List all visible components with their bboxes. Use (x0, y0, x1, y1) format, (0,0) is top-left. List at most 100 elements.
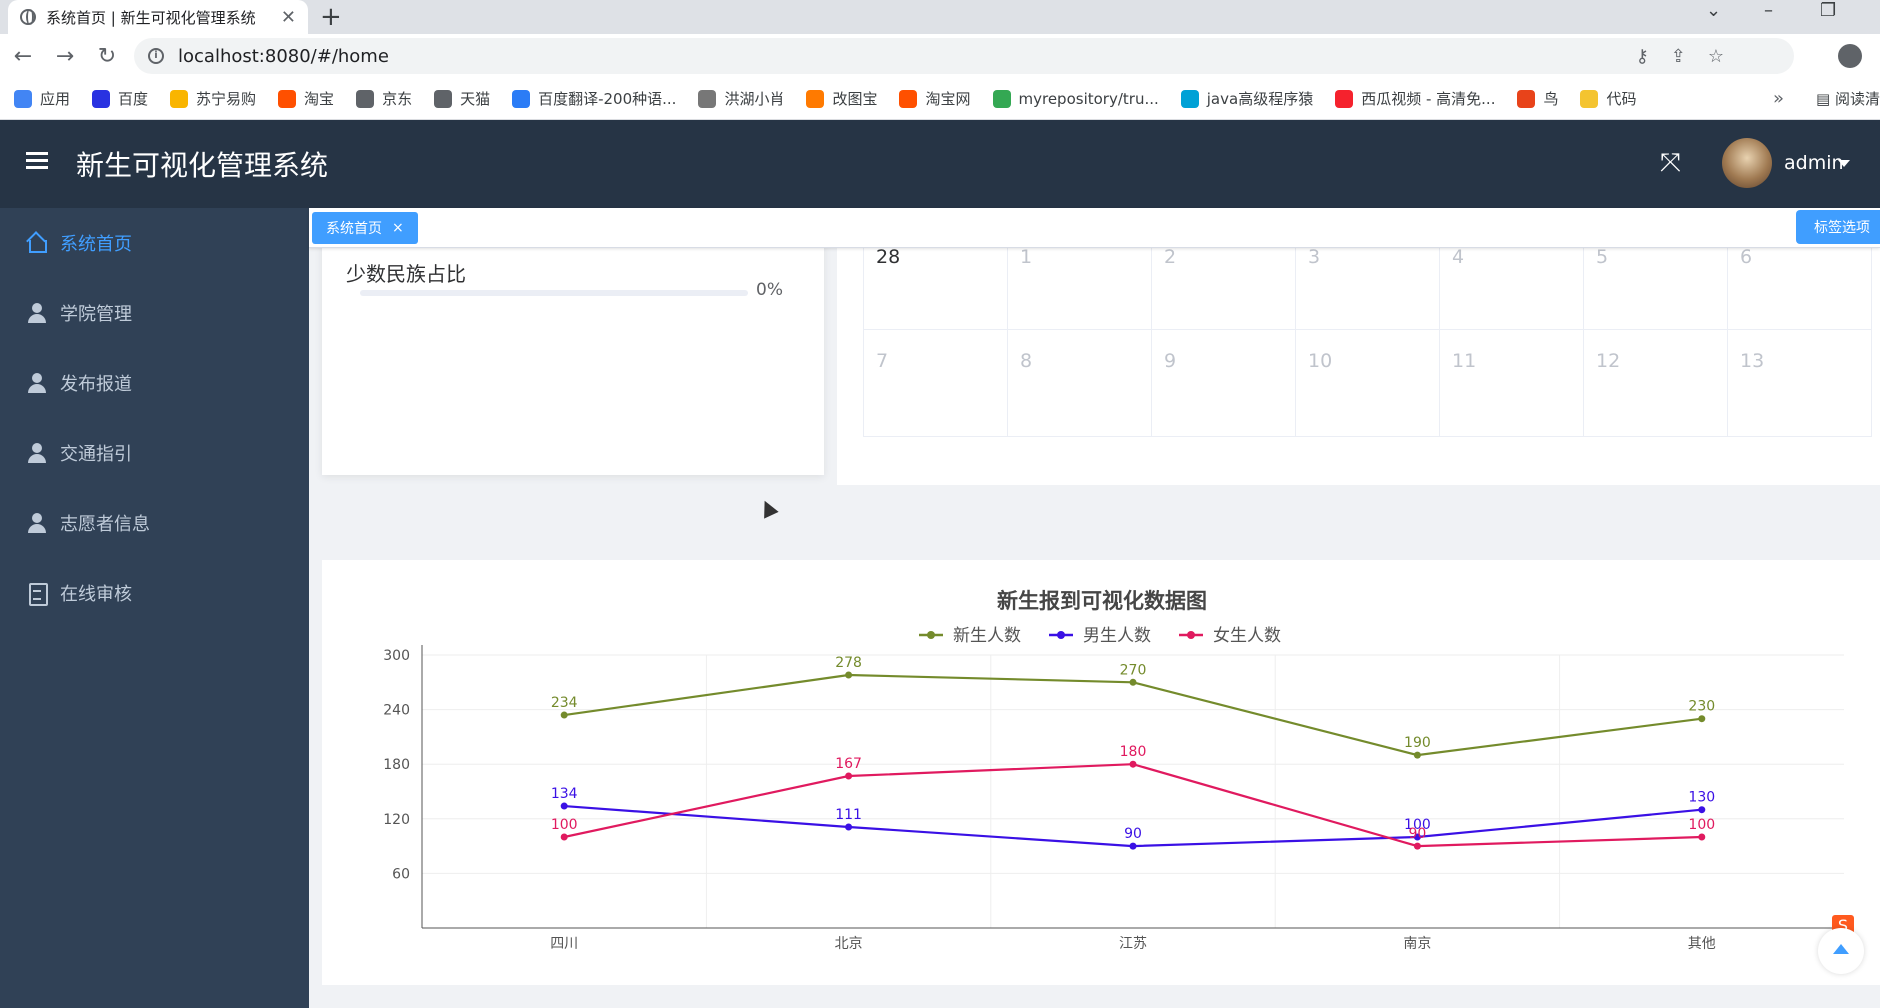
bookmarks-more-icon[interactable]: » (1772, 88, 1784, 109)
forward-icon[interactable]: → (55, 43, 75, 69)
browser-tab[interactable]: 系统首页 | 新生可视化管理系统 ✕ (8, 0, 308, 34)
bookmark-item[interactable]: myrepository/tru... (992, 89, 1159, 108)
y-tick-label: 180 (383, 757, 410, 773)
calendar-day[interactable]: 8 (1008, 330, 1152, 437)
bookmark-item[interactable]: 淘宝网 (899, 88, 971, 109)
close-icon[interactable]: × (392, 220, 404, 236)
close-icon[interactable]: ✕ (280, 6, 296, 28)
minority-progress (360, 290, 748, 296)
calendar-day[interactable]: 13 (1728, 330, 1872, 437)
username[interactable]: admin (1784, 152, 1844, 174)
tag-options-button[interactable]: 标签选项 (1796, 210, 1880, 244)
series-line (564, 673, 1702, 757)
minimize-icon[interactable]: – (1764, 0, 1773, 21)
calendar-grid: 28 1 2 3 4 5 6 7 8 9 10 11 12 13 (863, 248, 1872, 437)
data-point (1129, 760, 1137, 768)
star-icon[interactable]: ☆ (1707, 45, 1724, 67)
sidebar-item-5[interactable]: 在线审核 (0, 558, 309, 628)
data-point (560, 802, 568, 810)
legend-label: 新生人数 (953, 626, 1021, 646)
back-icon[interactable]: ← (13, 43, 33, 69)
legend-label: 女生人数 (1213, 626, 1281, 646)
calendar-day[interactable]: 1 (1008, 248, 1152, 330)
sidebar-item-label: 系统首页 (60, 234, 132, 255)
bookmark-item[interactable]: 改图宝 (806, 88, 877, 109)
bookmark-item[interactable]: 百度翻译-200种语... (512, 88, 676, 109)
bookmark-item[interactable]: 京东 (356, 88, 412, 109)
bookmark-icon (92, 89, 111, 108)
bookmark-item[interactable]: java高级程序猿 (1180, 88, 1314, 109)
bookmark-item[interactable]: 代码 (1580, 88, 1637, 109)
sidebar-item-0[interactable]: 系统首页 (0, 208, 309, 278)
calendar-day[interactable]: 28 (864, 248, 1008, 330)
calendar-day[interactable]: 5 (1584, 248, 1728, 330)
data-point (845, 671, 853, 679)
calendar-day[interactable]: 12 (1584, 330, 1728, 437)
url-input[interactable]: i localhost:8080/#/home ⚷ ⇪ ☆ (134, 38, 1794, 74)
sidebar-item-3[interactable]: 交通指引 (0, 418, 309, 488)
hamburger-icon[interactable] (26, 152, 48, 170)
bookmark-label: 淘宝网 (925, 90, 971, 108)
calendar-day[interactable]: 3 (1296, 248, 1440, 330)
tag-home[interactable]: 系统首页 × (312, 212, 418, 244)
bookmark-item[interactable]: 应用 (14, 88, 70, 109)
bookmark-item[interactable]: 天猫 (434, 88, 490, 109)
legend-marker (927, 631, 935, 639)
new-tab-button[interactable]: + (320, 2, 342, 32)
restore-icon[interactable]: ❐ (1820, 0, 1837, 21)
calendar-day[interactable]: 11 (1440, 330, 1584, 437)
bookmark-item[interactable]: 洪湖小肖 (698, 88, 784, 109)
profile-icon[interactable] (1838, 44, 1862, 68)
bookmark-item[interactable]: 淘宝 (278, 88, 334, 109)
calendar-day[interactable]: 10 (1296, 330, 1440, 437)
bookmark-item[interactable]: 西瓜视频 - 高清免... (1335, 88, 1495, 109)
sidebar-item-1[interactable]: 学院管理 (0, 278, 309, 348)
data-point (845, 823, 853, 831)
user-icon (26, 512, 48, 534)
tab-search-icon[interactable]: ⌄ (1706, 0, 1722, 21)
info-icon[interactable]: i (148, 48, 164, 64)
data-label: 100 (1404, 817, 1431, 833)
data-label: 234 (551, 695, 578, 711)
key-icon[interactable]: ⚷ (1635, 45, 1649, 67)
reading-list-button[interactable]: ▤ 阅读清 (1816, 90, 1880, 108)
bookmark-icon (1580, 89, 1599, 108)
avatar[interactable] (1722, 138, 1772, 188)
bookmark-label: java高级程序猿 (1206, 90, 1314, 108)
reload-icon[interactable]: ↻ (97, 43, 117, 69)
data-label: 270 (1120, 662, 1147, 678)
bookmark-item[interactable]: 苏宁易购 (170, 88, 256, 109)
calendar-day[interactable]: 6 (1728, 248, 1872, 330)
minority-card: 少数民族占比 0% (322, 248, 824, 475)
bookmark-label: 苏宁易购 (196, 90, 257, 108)
calendar-day[interactable]: 7 (864, 330, 1008, 437)
bookmark-label: myrepository/tru... (1018, 89, 1159, 108)
data-point (1413, 842, 1421, 850)
bookmark-icon (356, 89, 375, 108)
caret-down-icon[interactable] (1838, 160, 1850, 167)
bookmark-icon (1180, 89, 1199, 108)
fullscreen-icon[interactable]: ⤧ (1660, 148, 1681, 178)
bookmark-item[interactable]: 百度 (92, 88, 148, 109)
calendar-day[interactable]: 2 (1152, 248, 1296, 330)
data-label: 90 (1408, 826, 1426, 842)
sidebar-item-label: 交通指引 (60, 444, 132, 465)
data-label: 90 (1124, 826, 1142, 842)
data-label: 278 (835, 655, 862, 671)
x-tick-label: 其他 (1688, 936, 1716, 952)
calendar-day[interactable]: 4 (1440, 248, 1584, 330)
sidebar-item-2[interactable]: 发布报道 (0, 348, 309, 418)
sidebar-item-4[interactable]: 志愿者信息 (0, 488, 309, 558)
data-point (560, 833, 568, 841)
data-point (1698, 833, 1706, 841)
app-title: 新生可视化管理系统 (76, 149, 329, 182)
bookmark-icon (434, 89, 453, 108)
calendar-day[interactable]: 9 (1152, 330, 1296, 437)
data-label: 180 (1120, 744, 1147, 760)
data-point (1129, 678, 1137, 686)
back-to-top-button[interactable] (1818, 928, 1864, 974)
bookmark-icon (1517, 89, 1536, 108)
bookmark-item[interactable]: 鸟 (1517, 88, 1558, 109)
share-icon[interactable]: ⇪ (1670, 45, 1686, 67)
